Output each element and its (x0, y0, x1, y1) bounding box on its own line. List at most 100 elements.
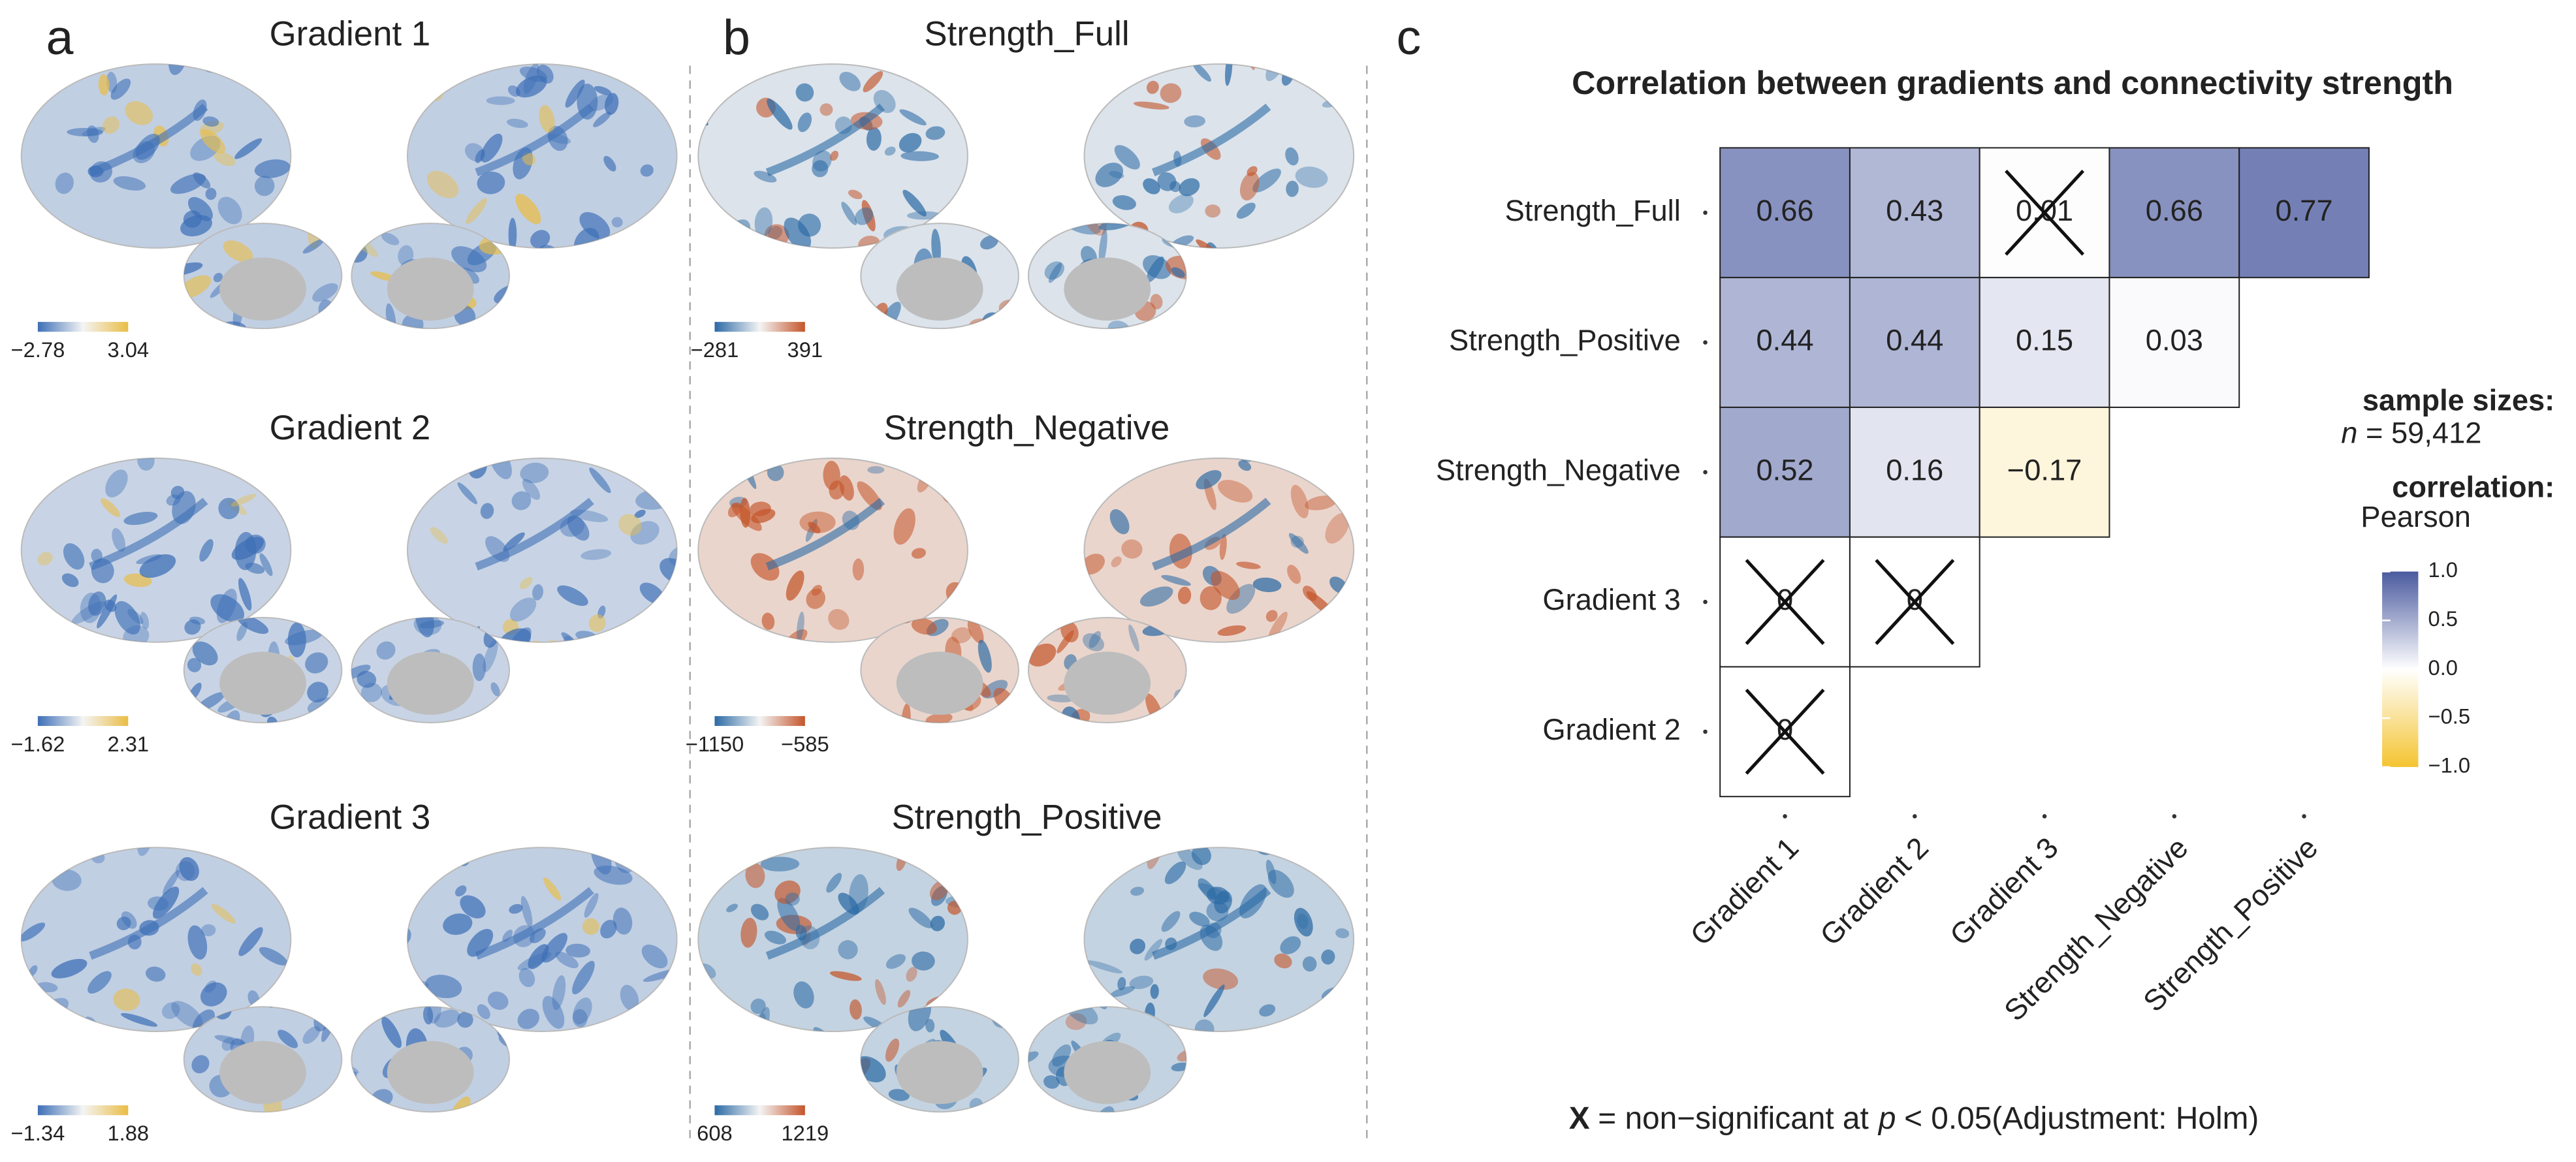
colorbar-max: 3.04 (107, 338, 149, 362)
brain-patch (1290, 484, 1309, 518)
brain-patch (1286, 180, 1299, 197)
brain-patch (1150, 984, 1159, 999)
brain-patch (1287, 565, 1301, 584)
brain-patch (477, 171, 505, 195)
brain-patch (620, 984, 639, 1011)
brain-patch (754, 207, 773, 238)
brain-patch (48, 265, 84, 291)
colorbar-max: 2.31 (107, 732, 149, 756)
brain-patch (967, 619, 984, 644)
brain-patch (565, 79, 585, 108)
sulcus (475, 103, 594, 177)
brain-patch (593, 112, 611, 127)
brain-patch (1098, 228, 1107, 266)
map-title: Gradient 1 (270, 14, 431, 53)
n-symbol: n (2341, 416, 2357, 450)
tick-dot (1703, 210, 1708, 215)
map-title: Strength_Full (924, 14, 1129, 53)
brain-patch (217, 196, 242, 225)
brain-patch (105, 469, 128, 498)
brain-patch (1107, 321, 1131, 329)
brain-patch (908, 907, 933, 929)
medial-wall (219, 1041, 306, 1105)
brain-patch (240, 723, 269, 750)
brain-patch (523, 640, 545, 642)
brain-patch (443, 913, 473, 935)
brain-patch (836, 409, 865, 441)
brain-patch (590, 668, 612, 685)
brain-patch (1069, 585, 1093, 609)
brain-patch (584, 892, 599, 918)
brain-patch (873, 16, 891, 35)
brain-patch (1089, 631, 1101, 648)
brain-patch (231, 494, 257, 507)
brain-patch (767, 99, 793, 130)
legend-tick-label: 0.5 (2428, 606, 2458, 631)
brain-patch (488, 31, 516, 61)
brain-patch (1157, 172, 1177, 191)
brain-patch (1144, 939, 1163, 961)
brain-patch (488, 991, 509, 1010)
brain-patch (852, 558, 865, 581)
brain-patch (457, 482, 477, 505)
cell-label: 0.03 (2146, 324, 2203, 357)
brain-patch (1164, 861, 1186, 885)
brain-patch (355, 321, 381, 329)
brain-patch (698, 464, 716, 489)
tick-dot (1783, 814, 1787, 819)
brain-patch (21, 486, 35, 503)
tick-dot (2302, 814, 2306, 819)
brain-patch (1198, 883, 1232, 902)
brain-patch (1203, 968, 1239, 990)
brain-patch (1359, 114, 1377, 131)
brain-patch (218, 497, 240, 520)
brain-patch (808, 522, 821, 533)
brain-patch (214, 1035, 246, 1046)
brain-patch (522, 274, 543, 290)
tick-dot (2172, 814, 2177, 819)
brain-patch (881, 724, 906, 747)
brain-patch (785, 892, 800, 906)
brain-patch (930, 915, 946, 932)
medial-wall (896, 1041, 983, 1105)
cell (2108, 277, 2240, 408)
brain-patch (210, 594, 245, 623)
brain-patch (832, 0, 872, 34)
brain-patch (589, 467, 611, 494)
brain-patch (254, 159, 291, 178)
cross (1745, 559, 1825, 645)
brain-patch (415, 617, 434, 638)
tick-dot (1913, 814, 1917, 819)
brain-patch (168, 64, 188, 75)
brain-patch (640, 164, 654, 177)
brain-patch (101, 498, 121, 518)
brain-patch (234, 138, 262, 159)
brain-patch (552, 975, 566, 1011)
cell-label: 0.52 (1757, 453, 1814, 486)
brain-patch (925, 126, 946, 140)
brain-patch (202, 116, 219, 127)
brain-patch (830, 150, 839, 161)
brain-patch (669, 545, 677, 567)
brain-patch (1259, 1058, 1277, 1076)
brain-patch (159, 1032, 184, 1056)
legend-title: sample sizes: (2362, 383, 2554, 416)
brain-patch (1191, 847, 1211, 866)
brain-patch (1028, 1051, 1039, 1064)
brain-patch (161, 1002, 180, 1019)
legend-title: correlation: (2392, 471, 2554, 504)
brain-patch (1196, 470, 1222, 490)
brain-patch (1102, 728, 1121, 747)
brain-patch (1209, 14, 1224, 39)
brain-patch (140, 612, 150, 629)
brain-patch (1252, 663, 1276, 687)
brain-patch (555, 951, 579, 969)
brain-patch (179, 857, 199, 881)
brain-patch (634, 509, 646, 518)
sulcus (475, 887, 594, 960)
brain-patch (914, 1118, 938, 1151)
sulcus (89, 887, 208, 960)
brain-patch (793, 981, 814, 1009)
brain-patch (774, 422, 798, 449)
brain-patch (925, 1018, 935, 1033)
